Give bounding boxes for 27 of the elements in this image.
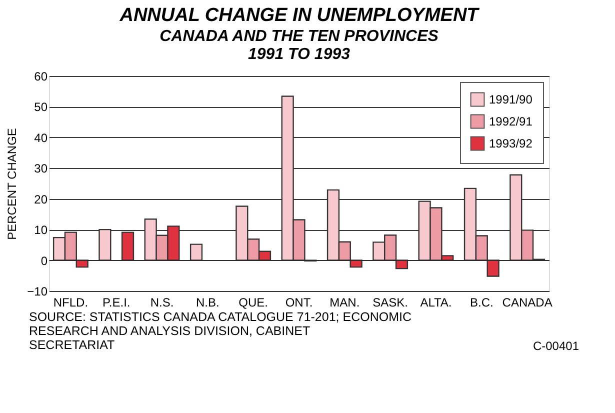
- y-tick-label: −10: [27, 284, 48, 298]
- chart-subtitle: CANADA AND THE TEN PROVINCES 1991 TO 1993: [160, 28, 439, 63]
- y-tick-label: 50: [34, 100, 48, 114]
- text: C-00401: [532, 339, 580, 353]
- x-tick-label: CANADA: [502, 296, 552, 310]
- x-tick-label: P.E.I.: [102, 296, 130, 310]
- x-tick-label: NFLD.: [53, 296, 88, 310]
- x-tick-label: MAN.: [330, 296, 360, 310]
- chart-title: ANNUAL CHANGE IN UNEMPLOYMENT: [118, 5, 480, 26]
- x-tick-label: N.S.: [150, 296, 174, 310]
- legend-label: 1991/90: [489, 92, 533, 106]
- source-note: SOURCE: STATISTICS CANADA CATALOGUE 71-201; ECONOMIC RESEARCH AND ANALYSIS DIVISION, CABINET SECRETARIAT: [29, 310, 412, 352]
- x-tick-label: SASK.: [372, 296, 408, 310]
- y-tick-label: 20: [34, 192, 48, 206]
- y-tick-label: 40: [34, 130, 48, 145]
- y-tick-label: 10: [34, 223, 48, 238]
- x-tick-label: N.B.: [196, 296, 220, 310]
- y-tick-label: 0: [40, 254, 48, 268]
- x-tick-label: QUE.: [238, 296, 268, 310]
- x-tick-label: ONT.: [285, 296, 313, 310]
- y-axis-title: PERCENT CHANGE: [5, 128, 20, 240]
- y-tick-label: 60: [34, 70, 48, 84]
- x-tick-label: B.C.: [470, 296, 494, 310]
- x-tick-label: ALTA.: [420, 296, 452, 310]
- legend-label: 1992/91: [489, 114, 533, 128]
- y-tick-label: 30: [34, 162, 48, 176]
- legend-label: 1993/92: [489, 136, 533, 150]
